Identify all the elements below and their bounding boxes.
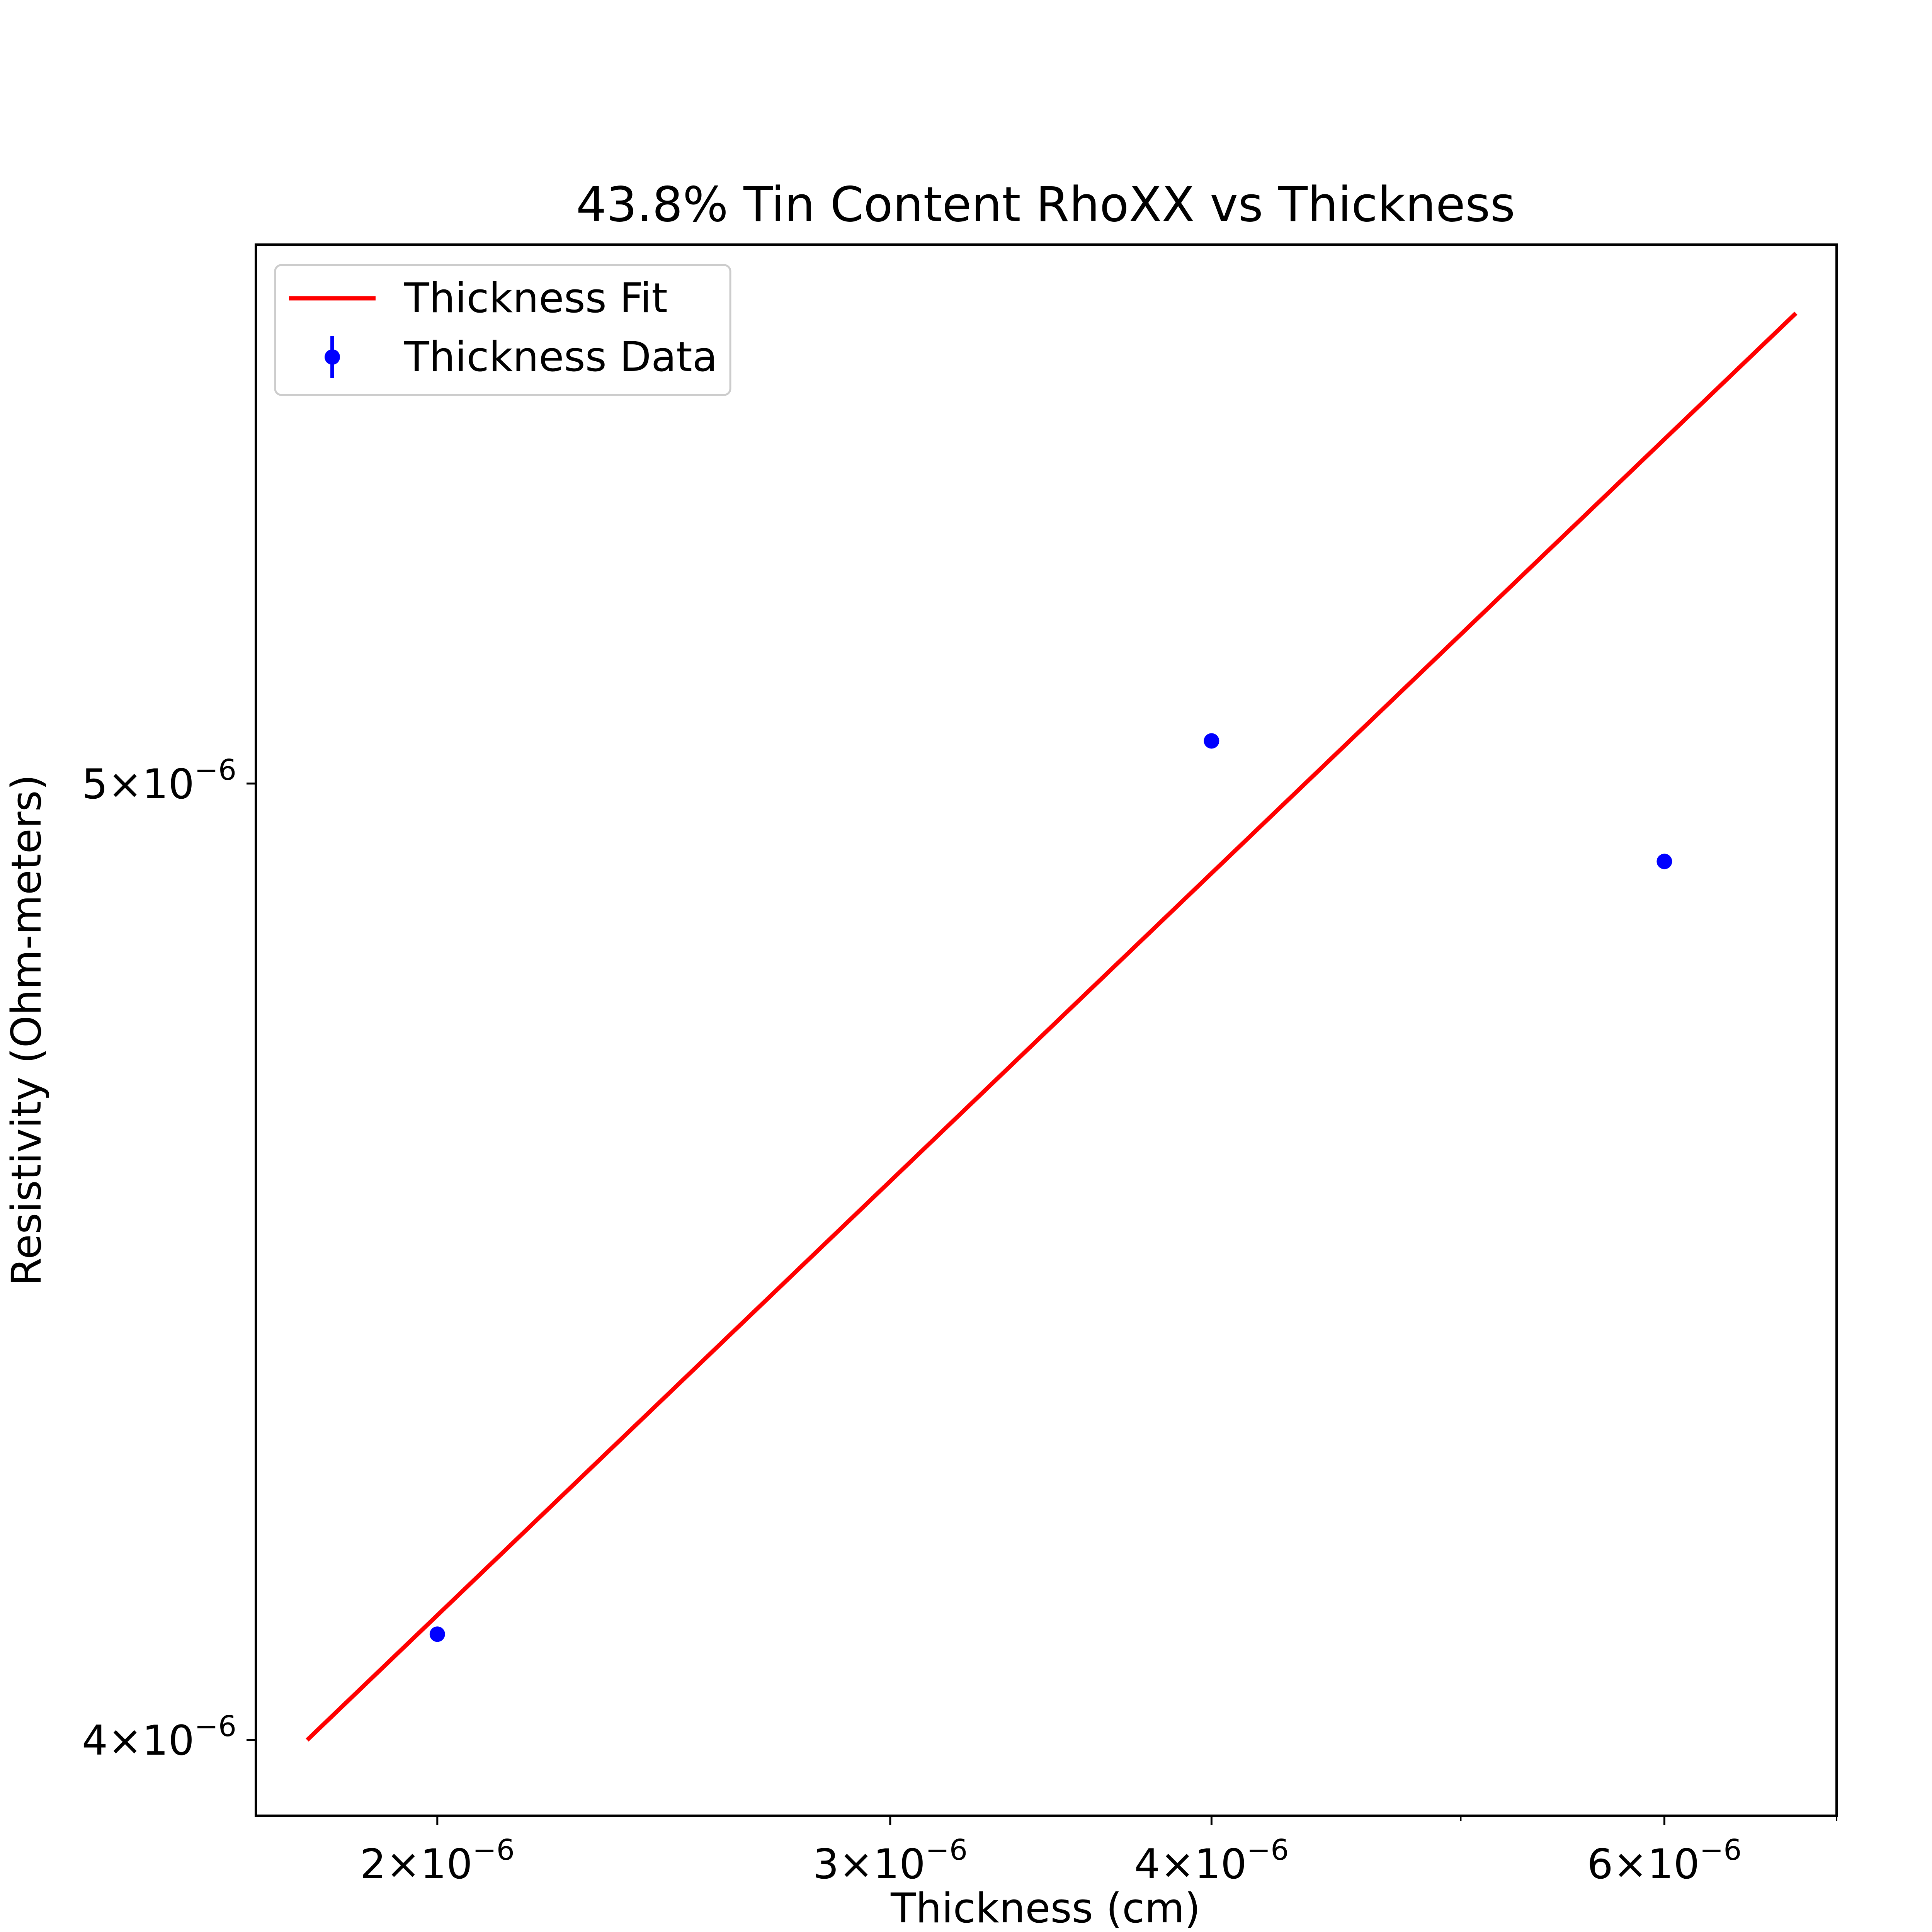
x-tick-label: 4×10−6 [1134, 1833, 1289, 1888]
x-axis-ticks: 2×10−6 3×10−6 4×10−6 6×10−6 [360, 1816, 1837, 1888]
fit-line [306, 311, 1798, 1742]
x-tick-label: 2×10−6 [360, 1833, 515, 1888]
y-tick-label: 4×10−6 [82, 1710, 236, 1764]
chart-title: 43.8% Tin Content RhoXX vs Thickness [576, 177, 1515, 233]
y-axis-label: Resistivity (Ohm-meters) [3, 774, 50, 1286]
x-tick-label: 6×10−6 [1587, 1833, 1742, 1888]
data-point [429, 1626, 445, 1642]
plot-area [255, 243, 1838, 1817]
y-axis-ticks: 4×10−6 5×10−6 [82, 753, 256, 1764]
y-tick-label: 5×10−6 [82, 753, 236, 808]
legend-box [274, 264, 731, 396]
legend: Thickness Fit Thickness Data [274, 264, 731, 396]
legend-swatch-thickness-data-marker [325, 349, 340, 365]
x-tick-label: 3×10−6 [813, 1833, 968, 1888]
legend-label-thickness-data: Thickness Data [404, 333, 718, 381]
axes-frame [255, 243, 1838, 1817]
series-layer [306, 311, 1798, 1742]
data-point [1204, 733, 1219, 749]
legend-label-thickness-fit: Thickness Fit [404, 274, 668, 322]
x-axis-label: Thickness (cm) [890, 1884, 1201, 1932]
data-point [1656, 854, 1672, 869]
